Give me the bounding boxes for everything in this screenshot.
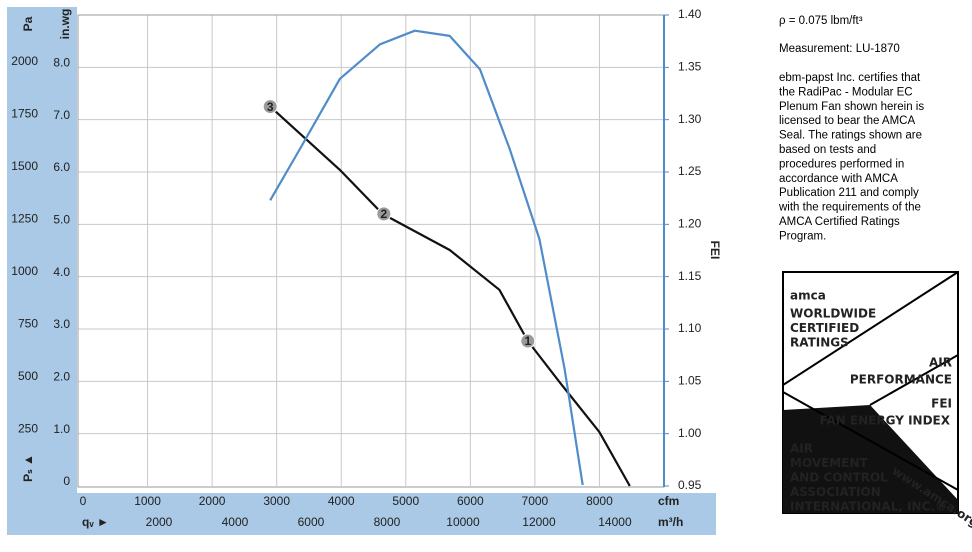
statement-line: based on tests and bbox=[779, 144, 876, 156]
statement-line: Publication 211 and comply bbox=[779, 187, 919, 199]
y2-tick-label: 1.00 bbox=[678, 426, 702, 440]
y-tick-label: 0 bbox=[63, 474, 70, 488]
y3-tick-label: 500 bbox=[18, 369, 38, 383]
logo-association: AND CONTROL bbox=[790, 471, 888, 485]
statement-line: Seal. The ratings shown are bbox=[779, 130, 922, 142]
logo-brand: amca bbox=[790, 289, 826, 303]
series-line bbox=[269, 105, 631, 487]
y-tick-label: 3.0 bbox=[53, 317, 70, 331]
y-tick-label: 5.0 bbox=[53, 213, 70, 227]
logo-line bbox=[782, 391, 959, 491]
x2-tick-label: 2000 bbox=[146, 515, 173, 529]
y3-tick-label: 2000 bbox=[11, 54, 38, 68]
y-tick-label: 8.0 bbox=[53, 56, 70, 70]
operating-point bbox=[376, 206, 392, 222]
statement-line: AMCA Certified Ratings bbox=[779, 216, 900, 228]
y3-axis-label: Pa bbox=[21, 16, 35, 31]
operating-point-label: 1 bbox=[524, 334, 531, 348]
y2-tick-label: 1.05 bbox=[678, 374, 702, 388]
x-tick-label: 6000 bbox=[457, 494, 484, 508]
y2-tick-label: 1.30 bbox=[678, 112, 702, 126]
logo-line bbox=[782, 271, 959, 386]
y2-tick-label: 1.40 bbox=[678, 7, 702, 21]
y3-tick-label: 1750 bbox=[11, 106, 38, 120]
x-tick-label: 2000 bbox=[199, 494, 226, 508]
logo-association: INTERNATIONAL, INC.® bbox=[790, 500, 947, 514]
bottom-band bbox=[7, 493, 716, 535]
x2-tick-label: 4000 bbox=[222, 515, 249, 529]
x2-tick-label: 14000 bbox=[598, 515, 632, 529]
statement-line: Program. bbox=[779, 230, 826, 242]
y2-tick-label: 1.15 bbox=[678, 269, 702, 283]
y3-symbol: Pₛ ▲ bbox=[21, 454, 35, 482]
y3-tick-label: 1250 bbox=[11, 211, 38, 225]
y-tick-label: 6.0 bbox=[53, 160, 70, 174]
x-tick-label: 7000 bbox=[522, 494, 549, 508]
y3-tick-label: 1500 bbox=[11, 159, 38, 173]
measurement: Measurement: LU-1870 bbox=[779, 43, 900, 55]
series-line bbox=[269, 29, 584, 486]
logo-association: MOVEMENT bbox=[790, 456, 868, 470]
operating-point-label: 3 bbox=[267, 100, 274, 114]
y2-tick-label: 1.20 bbox=[678, 217, 702, 231]
statement-line: Plenum Fan shown herein is bbox=[779, 101, 924, 113]
y-tick-label: 2.0 bbox=[53, 370, 70, 384]
y-axis-label: in.wg bbox=[58, 9, 72, 40]
logo-line bbox=[869, 354, 959, 406]
y-tick-label: 1.0 bbox=[53, 422, 70, 436]
y2-axis-label: FEI bbox=[708, 241, 722, 260]
logo-air: AIR bbox=[929, 356, 952, 370]
y-tick-label: 4.0 bbox=[53, 265, 70, 279]
y2-tick-label: 1.25 bbox=[678, 164, 702, 178]
operating-point bbox=[262, 99, 278, 115]
y3-tick-label: 1000 bbox=[11, 264, 38, 278]
statement-line: procedures performed in bbox=[779, 158, 904, 170]
operating-point bbox=[520, 333, 536, 349]
y3-tick-label: 750 bbox=[18, 317, 38, 331]
x-tick-label: 0 bbox=[80, 494, 87, 508]
y2-tick-label: 1.10 bbox=[678, 321, 702, 335]
logo-dark bbox=[783, 405, 958, 513]
x-tick-label: 1000 bbox=[134, 494, 161, 508]
x2-axis-label: m³/h bbox=[658, 515, 683, 529]
density: ρ = 0.075 lbm/ft³ bbox=[779, 15, 863, 27]
logo-fei-text: FAN ENERGY INDEX bbox=[820, 414, 951, 428]
y2-tick-label: 0.95 bbox=[678, 478, 702, 492]
logo-performance: PERFORMANCE bbox=[850, 373, 952, 387]
x2-tick-label: 10000 bbox=[446, 515, 480, 529]
left-band bbox=[7, 7, 77, 535]
x-axis-label: cfm bbox=[658, 494, 679, 508]
y-tick-label: 7.0 bbox=[53, 108, 70, 122]
statement-line: with the requirements of the bbox=[778, 202, 921, 214]
logo-association: AIR bbox=[790, 442, 813, 456]
plot-area bbox=[78, 15, 665, 487]
side-panel: ρ = 0.075 lbm/ft³ Measurement: LU-1870 e… bbox=[778, 15, 924, 242]
logo-line-text: CERTIFIED bbox=[790, 321, 859, 335]
logo-fei: FEI bbox=[931, 397, 952, 411]
y2-tick-label: 1.35 bbox=[678, 60, 702, 74]
x2-symbol: qᵥ ► bbox=[82, 515, 109, 529]
x-tick-label: 5000 bbox=[392, 494, 419, 508]
x2-tick-label: 8000 bbox=[374, 515, 401, 529]
statement-line: accordance with AMCA bbox=[779, 173, 898, 185]
statement-line: ebm-papst Inc. certifies that bbox=[779, 72, 921, 84]
logo-association: ASSOCIATION bbox=[790, 485, 881, 499]
statement-line: the RadiPac - Modular EC bbox=[779, 86, 913, 98]
logo-line-text: WORLDWIDE bbox=[790, 307, 876, 321]
statement-line: licensed to bear the AMCA bbox=[779, 115, 915, 127]
x-tick-label: 3000 bbox=[263, 494, 290, 508]
operating-point-label: 2 bbox=[380, 207, 387, 221]
logo-line-text: RATINGS bbox=[790, 336, 849, 350]
y3-tick-label: 250 bbox=[18, 422, 38, 436]
x-tick-label: 4000 bbox=[328, 494, 355, 508]
x2-tick-label: 6000 bbox=[298, 515, 325, 529]
x-tick-label: 8000 bbox=[586, 494, 613, 508]
x2-tick-label: 12000 bbox=[522, 515, 556, 529]
